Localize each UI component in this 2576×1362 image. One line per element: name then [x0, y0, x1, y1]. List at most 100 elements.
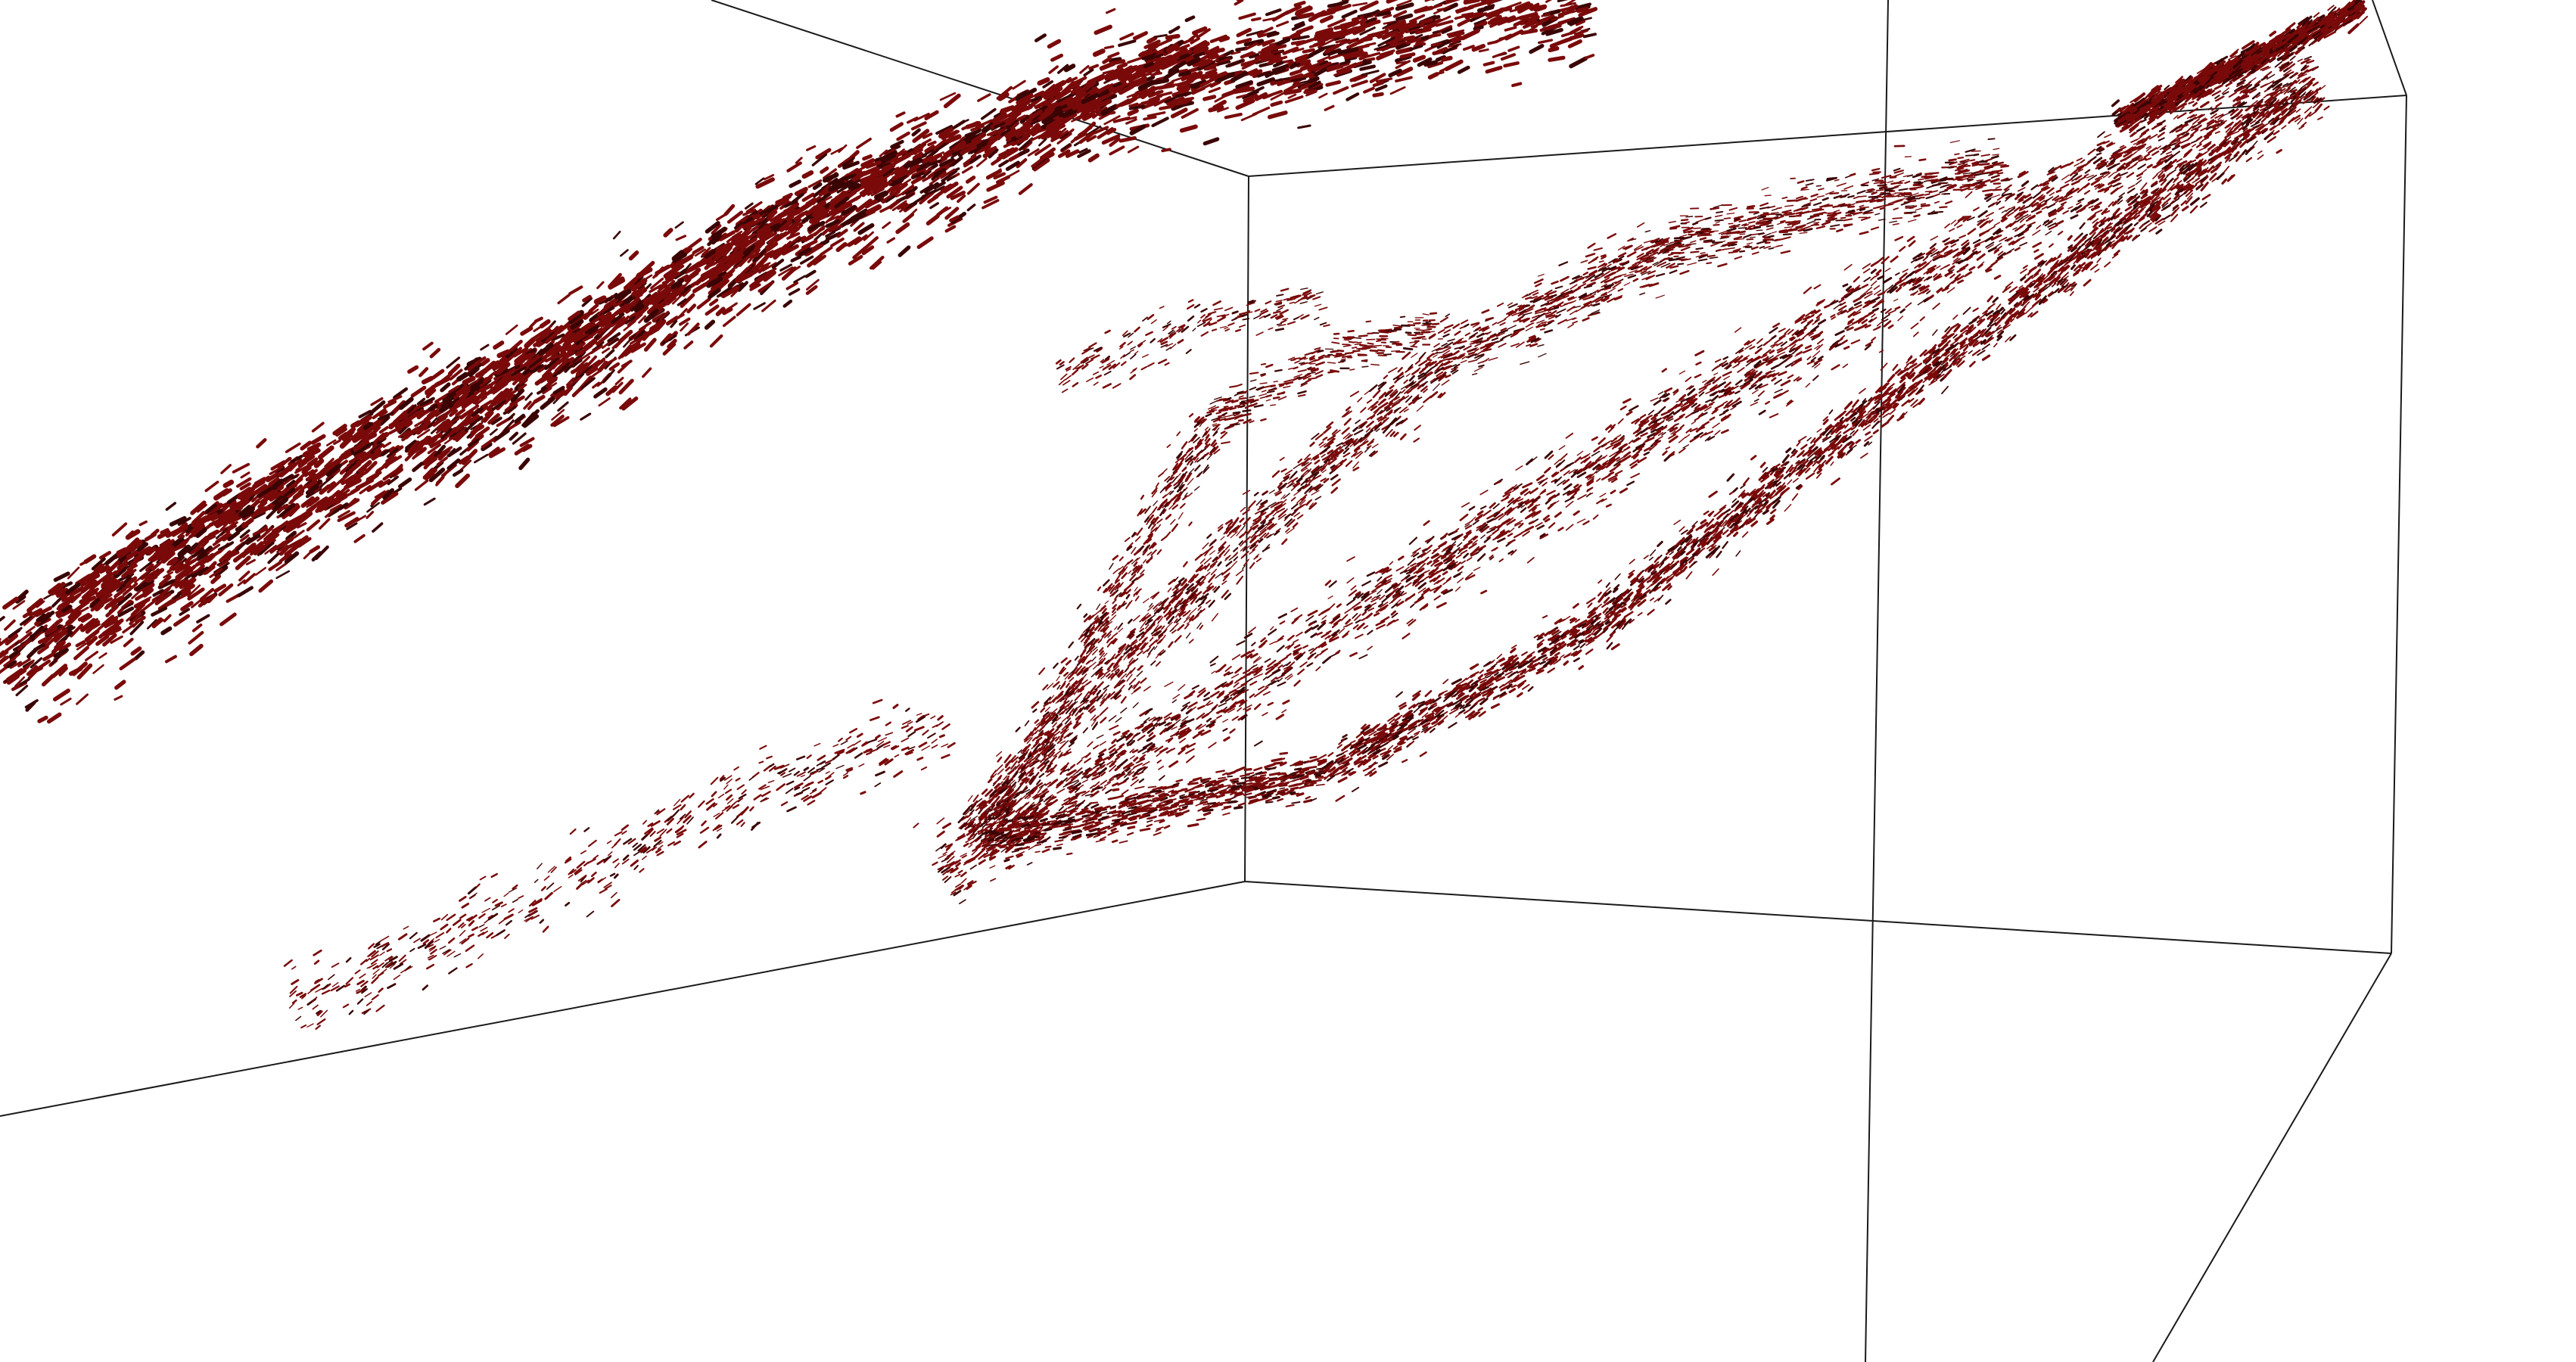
vector-glyph [793, 275, 806, 284]
vector-glyph [572, 342, 583, 351]
vector-glyph [2127, 185, 2136, 189]
vector-glyph [1479, 490, 1489, 496]
vector-glyph [1503, 61, 1520, 68]
vector-glyph [131, 588, 143, 600]
vector-glyph [1367, 30, 1385, 37]
vector-glyph [1240, 113, 1258, 122]
vector-glyph [1294, 54, 1309, 61]
vector-glyph [898, 245, 911, 257]
vector-glyph [739, 239, 751, 250]
vector-glyph [35, 606, 52, 617]
vector-glyph [1489, 502, 1496, 509]
vector-glyph [1372, 81, 1385, 88]
vector-glyph [1034, 33, 1047, 42]
vector-glyph [1388, 68, 1402, 78]
vector-glyph [705, 304, 720, 316]
vector-glyph [1047, 39, 1062, 49]
vector-glyph [1463, 28, 1481, 39]
vector-glyph [491, 400, 506, 411]
vector-glyph [1884, 267, 1891, 272]
vector-glyph [369, 400, 386, 415]
vector-glyph [1678, 437, 1687, 443]
vector-glyph [1202, 45, 1220, 56]
vector-glyph [213, 488, 230, 501]
vector-glyph [960, 878, 967, 884]
vector-glyph [1472, 519, 1479, 526]
vector-glyph [422, 468, 435, 480]
vector-glyph [715, 211, 730, 221]
vector-glyph [537, 387, 548, 395]
vector-glyph [716, 288, 730, 298]
vector-glyph [1369, 73, 1386, 84]
vector-glyph [1386, 0, 1398, 4]
vector-glyph [605, 385, 618, 396]
vector-glyph [968, 844, 973, 848]
vector-glyph [1157, 38, 1173, 47]
vector-glyph [1191, 86, 1206, 95]
vector-glyph [317, 445, 334, 460]
vector-glyph [2083, 190, 2091, 195]
vector-glyph [91, 557, 106, 571]
vector-glyph [593, 387, 608, 399]
vector-glyph [278, 546, 290, 556]
vector-glyph [842, 156, 855, 168]
vector-glyph [522, 414, 540, 428]
vector-glyph [1147, 42, 1159, 51]
vector-glyph [398, 477, 412, 489]
vector-glyph [401, 408, 415, 420]
vector-glyph [1734, 390, 1741, 394]
vector-glyph [1815, 313, 1822, 319]
vector-glyph [1366, 571, 1376, 577]
vector-glyph [1145, 56, 1162, 64]
vector-glyph [311, 551, 322, 562]
vector-glyph [2113, 173, 2120, 179]
vector-glyph [726, 210, 744, 224]
vector-glyph [58, 667, 68, 676]
vector-glyph [1650, 428, 1657, 434]
vector-glyph [1203, 692, 1211, 698]
vector-glyph [338, 502, 349, 511]
vector-glyph [1737, 367, 1745, 373]
vector-glyph [942, 851, 947, 855]
vector-glyph [1484, 4, 1495, 10]
vector-glyph [1344, 57, 1358, 62]
vector-glyph [1264, 89, 1283, 98]
vector-glyph [1119, 32, 1134, 41]
vector-glyph [454, 415, 471, 431]
vector-glyph [1191, 684, 1200, 690]
vector-glyph [566, 376, 581, 389]
vector-glyph [292, 477, 303, 487]
vector-glyph [98, 551, 112, 560]
vector-glyph [1457, 577, 1464, 583]
vector-glyph [912, 129, 930, 143]
vector-glyph [1395, 47, 1414, 54]
vector-glyph [1251, 642, 1256, 647]
vector-glyph [932, 190, 944, 200]
vector-glyph [1576, 7, 1589, 13]
vector-glyph [1977, 263, 1983, 269]
vector-glyph [950, 190, 966, 201]
vector-glyph [305, 449, 321, 459]
vector-glyph [1037, 130, 1049, 140]
vector-glyph [1734, 397, 1741, 403]
vector-glyph [219, 612, 237, 627]
vector-glyph [1940, 266, 1946, 271]
vector-glyph [1196, 61, 1215, 71]
vector-glyph [1319, 14, 1334, 23]
box-edge-back-bottom-left [0, 881, 1246, 1117]
vector-glyph [997, 92, 1010, 101]
vector-glyph [521, 412, 535, 427]
vector-glyph [1132, 702, 1139, 708]
vector-glyph [1417, 582, 1427, 590]
vector-glyph [1262, 676, 1268, 681]
vector-glyph [1089, 785, 1095, 789]
vector-glyph [1626, 480, 1635, 487]
vector-glyph [2158, 127, 2166, 132]
vector-glyph [1971, 247, 1977, 252]
vector-glyph [3, 657, 17, 667]
vector-glyph [2021, 180, 2030, 188]
vector-glyph [1246, 30, 1264, 37]
vector-glyph [1296, 12, 1314, 19]
vector-glyph [1249, 693, 1255, 698]
